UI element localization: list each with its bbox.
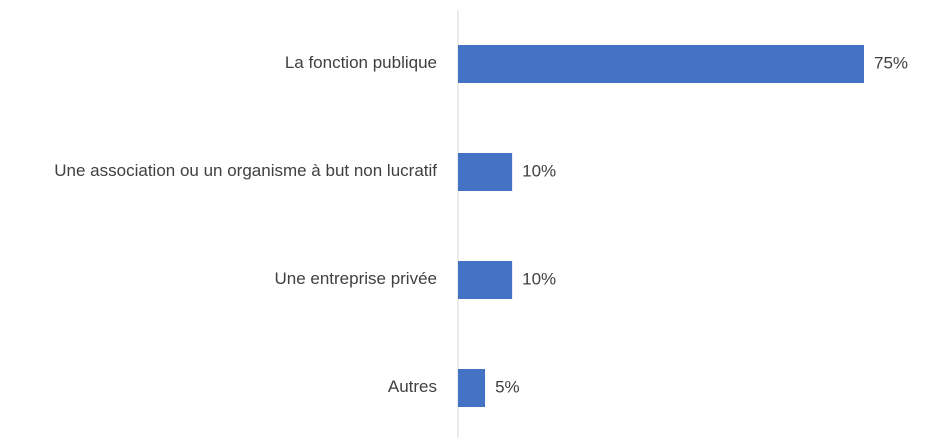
label-line: Une association ou un organisme à but no…	[54, 161, 437, 180]
value-label: 10%	[522, 161, 556, 180]
label-line: Une entreprise privée	[274, 269, 437, 288]
bar	[458, 153, 513, 191]
bar	[458, 369, 486, 407]
value-label: 75%	[874, 53, 908, 72]
value-label: 5%	[495, 377, 520, 396]
bar	[458, 45, 864, 83]
category-label: Une entreprise privée	[274, 269, 437, 288]
category-label: Une association ou un organisme à but no…	[54, 161, 437, 180]
bar	[458, 261, 513, 299]
label-line: La fonction publique	[285, 53, 437, 72]
category-label: Autres	[388, 377, 437, 396]
label-line: Autres	[388, 377, 437, 396]
category-label: La fonction publique	[285, 53, 437, 72]
value-label: 10%	[522, 269, 556, 288]
